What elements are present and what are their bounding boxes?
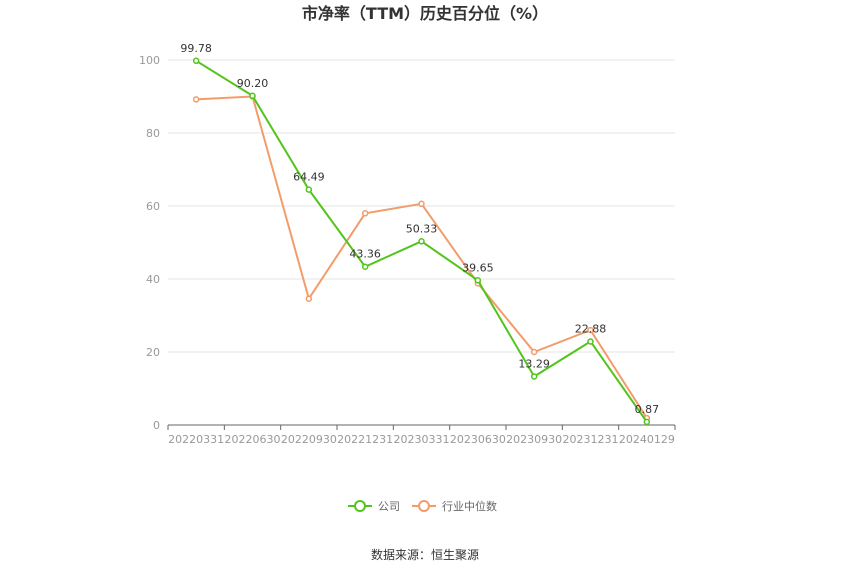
data-label: 0.87 — [635, 403, 660, 416]
x-tick-label: 20220331 — [168, 433, 224, 446]
y-tick-label: 0 — [153, 419, 160, 432]
legend-label: 行业中位数 — [442, 499, 497, 513]
x-axis-tick-labels: 20220331 20220630 20220930 20221231 20230331… — [168, 433, 675, 446]
data-point — [361, 263, 369, 270]
x-tick-label: 20230331 — [394, 433, 450, 446]
legend-item-industry-median[interactable]: 行业中位数 — [412, 499, 497, 513]
x-tick-label: 20230930 — [506, 433, 562, 446]
data-source-note: 数据来源：恒生聚源 — [371, 547, 479, 562]
data-point — [418, 200, 425, 208]
data-point — [192, 96, 200, 103]
y-tick-label: 80 — [146, 127, 160, 140]
data-point — [530, 373, 538, 380]
data-point — [587, 326, 594, 334]
data-point — [305, 295, 313, 302]
data-point — [192, 57, 200, 65]
x-tick-label: 20240129 — [619, 433, 675, 446]
data-label: 13.29 — [518, 357, 550, 370]
data-point — [530, 348, 538, 356]
legend-marker-icon — [354, 500, 366, 512]
legend-item-company[interactable]: 公司 — [348, 500, 400, 513]
data-label: 99.78 — [180, 42, 212, 55]
y-tick-label: 60 — [146, 200, 160, 213]
x-tick-label: 20220630 — [225, 433, 281, 446]
data-point — [474, 277, 482, 284]
series-lines — [192, 57, 651, 426]
legend-label: 公司 — [378, 500, 400, 513]
data-point — [587, 338, 594, 345]
chart-title: 市净率（TTM）历史百分位（%） — [302, 4, 548, 23]
data-point — [643, 418, 651, 426]
y-tick-label: 20 — [146, 346, 160, 359]
data-point — [305, 186, 313, 193]
data-point — [249, 92, 256, 100]
y-tick-label: 40 — [146, 273, 160, 286]
data-label: 39.65 — [462, 261, 494, 274]
data-point — [361, 210, 369, 217]
series-line-industry-median — [196, 95, 648, 419]
data-label: 43.36 — [349, 248, 381, 261]
data-label: 50.33 — [406, 222, 438, 235]
x-tick-label: 20231231 — [563, 433, 619, 446]
legend-marker-icon — [418, 500, 430, 512]
x-tick-label: 20221231 — [337, 433, 393, 446]
legend: 公司 行业中位数 — [348, 499, 497, 513]
x-tick-label: 20220930 — [281, 433, 337, 446]
data-label: 64.49 — [293, 171, 325, 184]
y-tick-label: 100 — [139, 54, 160, 67]
data-label: 90.20 — [237, 77, 269, 90]
axes — [167, 424, 676, 430]
x-tick-label: 20230630 — [450, 433, 506, 446]
data-label: 22.88 — [575, 322, 607, 335]
data-point — [418, 238, 425, 245]
data-labels: 99.78 90.20 64.49 43.36 50.33 39.65 13.29 22.88… — [180, 42, 659, 416]
y-axis-tick-labels: 0 20 40 60 80 100 — [139, 54, 160, 432]
